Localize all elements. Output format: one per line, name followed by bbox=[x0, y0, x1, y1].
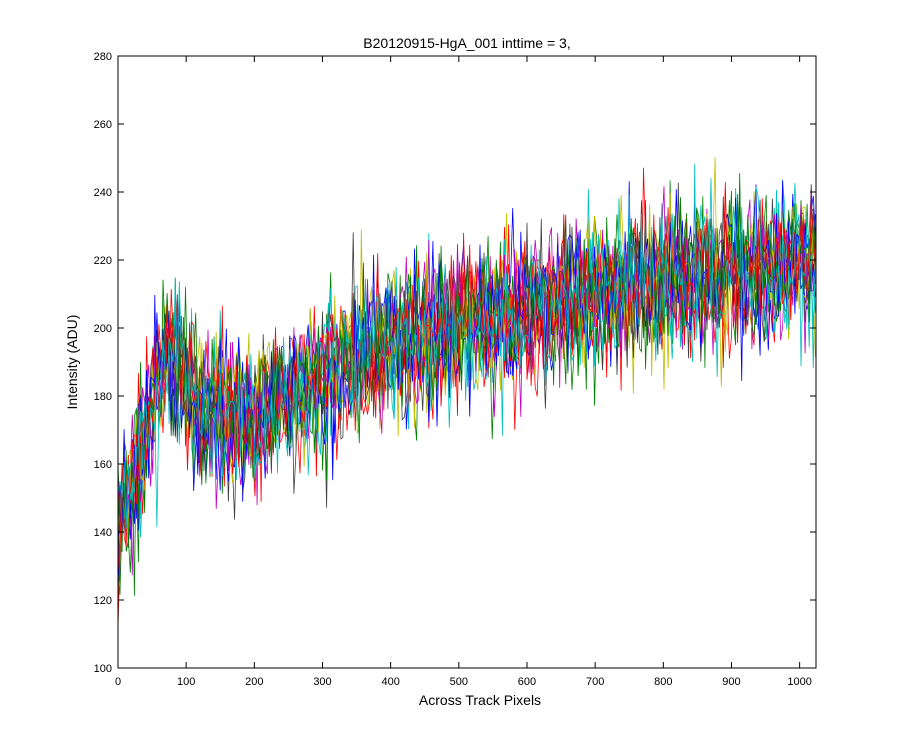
x-tick-label: 0 bbox=[115, 676, 121, 688]
y-tick-label: 200 bbox=[94, 323, 112, 335]
axis-ticks: 0 100 200 300 400 500 600 700 800 900 100010012014… bbox=[94, 51, 816, 688]
series-line bbox=[118, 163, 816, 529]
y-tick-label: 220 bbox=[94, 255, 112, 267]
y-tick-label: 280 bbox=[94, 51, 112, 63]
series-layer bbox=[118, 157, 816, 628]
x-tick-label: 100 bbox=[177, 676, 195, 688]
y-tick-label: 120 bbox=[94, 595, 112, 607]
y-tick-label: 240 bbox=[94, 187, 112, 199]
x-tick-label: 500 bbox=[450, 676, 468, 688]
y-tick-label: 180 bbox=[94, 391, 112, 403]
series-line bbox=[118, 190, 816, 595]
y-axis-label: Intensity (ADU) bbox=[64, 315, 80, 410]
x-tick-label: 400 bbox=[381, 676, 399, 688]
series-line bbox=[118, 196, 816, 561]
x-tick-label: 900 bbox=[722, 676, 740, 688]
y-tick-label: 160 bbox=[94, 459, 112, 471]
x-tick-label: 600 bbox=[518, 676, 536, 688]
x-tick-label: 1000 bbox=[787, 676, 811, 688]
x-axis-label: Across Track Pixels bbox=[419, 692, 541, 708]
x-tick-label: 800 bbox=[654, 676, 672, 688]
plot-frame bbox=[117, 55, 817, 669]
x-tick-label: 200 bbox=[245, 676, 263, 688]
x-tick-label: 300 bbox=[313, 676, 331, 688]
x-tick-label: 700 bbox=[586, 676, 604, 688]
chart-title: B20120915-HgA_001 inttime = 3, bbox=[363, 35, 570, 51]
y-tick-label: 140 bbox=[94, 527, 112, 539]
y-tick-label: 260 bbox=[94, 119, 112, 131]
y-tick-label: 100 bbox=[94, 663, 112, 675]
